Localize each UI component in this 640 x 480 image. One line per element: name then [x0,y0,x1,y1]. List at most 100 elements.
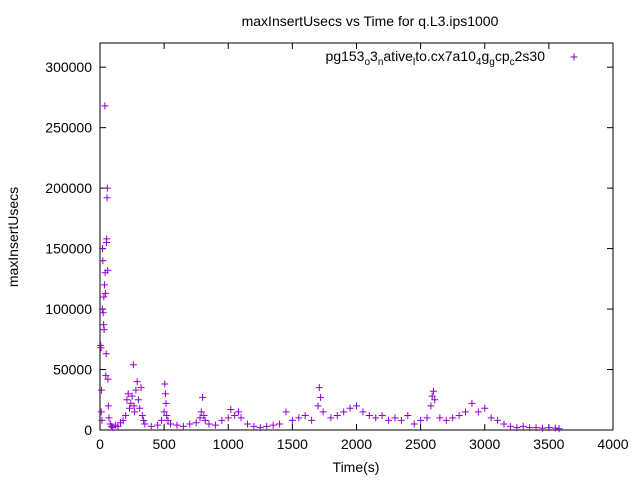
data-point [163,411,171,419]
data-point [295,414,303,422]
x-axis-label: Time(s) [333,459,380,475]
data-point [103,194,111,202]
data-point [235,408,243,416]
legend: pg153o3nativelto.cx7a104ggcpc2s30 [326,48,578,68]
data-point [136,404,144,412]
data-point [301,411,309,419]
x-tick-label: 3500 [533,436,564,452]
legend-label-subscript: 4 [476,57,482,68]
data-point [555,425,563,433]
data-point [124,390,132,398]
data-point [154,421,162,429]
data-point [436,414,444,422]
data-point [199,393,207,401]
data-point [164,416,172,424]
data-point [196,414,204,422]
data-point [105,414,113,422]
x-tick-label: 500 [152,436,176,452]
series-points [97,102,563,433]
data-point [378,411,386,419]
legend-label-part: g [481,48,489,64]
data-point [138,411,146,419]
x-tick-label: 2500 [405,436,436,452]
data-point [98,416,106,424]
x-tick-label: 1500 [277,436,308,452]
data-point [98,386,106,394]
x-tick-label: 3000 [469,436,500,452]
data-point [161,390,169,398]
data-point [276,420,284,428]
data-point [410,420,418,428]
data-point [263,422,271,430]
legend-marker [570,53,578,61]
data-point [100,281,108,289]
data-point [167,420,175,428]
data-point [346,404,354,412]
data-point [317,393,325,401]
data-point [551,424,559,432]
data-point [100,293,108,301]
data-point [129,361,137,369]
data-point [314,402,322,410]
chart-title: maxInsertUsecs vs Time for q.L3.ips1000 [242,13,499,29]
data-point [365,411,373,419]
data-point [243,420,251,428]
data-point [99,245,107,253]
y-tick-label: 250000 [45,120,92,136]
data-point [545,424,553,432]
data-point [224,414,232,422]
legend-label-subscript: n [378,57,384,68]
data-point [179,422,187,430]
legend-label-subscript: g [489,57,495,68]
data-point [513,424,521,432]
data-point [102,372,110,380]
data-point [397,416,405,424]
data-point [101,289,109,297]
legend-label: pg153o3nativelto.cx7a104ggcpc2s30 [326,48,546,68]
y-tick-label: 50000 [53,362,92,378]
data-point [423,414,431,422]
data-point [526,424,534,432]
x-tick-label: 4000 [597,436,628,452]
data-point [237,414,245,422]
data-point [192,419,200,427]
data-point [134,396,142,404]
plot-frame [99,42,614,431]
data-point [269,421,277,429]
data-point [315,384,323,392]
y-tick-label: 200000 [45,180,92,196]
x-tick-label: 0 [96,436,104,452]
data-point [114,422,122,430]
data-point [141,420,149,428]
data-point [108,422,116,430]
y-tick-label: 100000 [45,301,92,317]
legend-label-part: cp [495,48,510,64]
data-point [102,350,110,358]
legend-label-subscript: l [413,57,415,68]
legend-label-part: pg153 [326,48,365,64]
data-point [104,266,112,274]
data-point [428,392,436,400]
data-point [500,420,508,428]
data-point [140,416,148,424]
data-point [103,235,111,243]
data-point [449,414,457,422]
data-point [481,404,489,412]
legend-label-part: ative [383,48,413,64]
data-point [282,408,290,416]
data-point [97,408,105,416]
legend-label-subscript: c [510,57,515,68]
data-point [250,422,258,430]
data-point [427,402,435,410]
data-point [201,416,209,424]
legend-label-part: to.cx7a10 [415,48,476,64]
data-point [391,414,399,422]
data-point [462,408,470,416]
data-point [385,416,393,424]
data-point [122,411,130,419]
x-axis-ticks: 0 500 1000 1500 2000 2500 3000 3500 4000 [96,43,629,452]
y-tick-label: 0 [84,422,92,438]
data-point [98,305,106,313]
x-tick-label: 2000 [341,436,372,452]
